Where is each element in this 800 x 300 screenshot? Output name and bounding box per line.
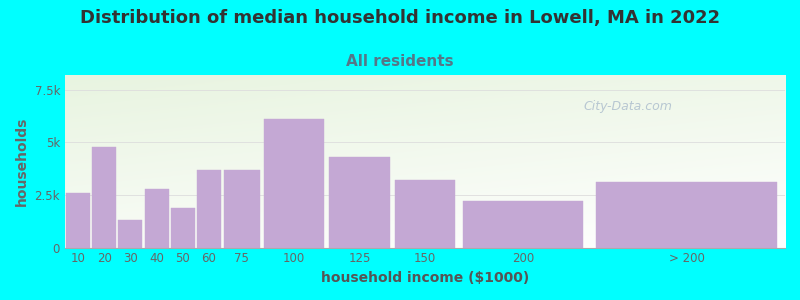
Bar	[395, 180, 455, 247]
Text: City-Data.com: City-Data.com	[583, 100, 672, 112]
Bar	[118, 220, 142, 247]
Bar	[170, 208, 194, 248]
Bar	[197, 170, 221, 248]
Bar	[92, 147, 116, 247]
Bar	[264, 119, 324, 248]
Text: All residents: All residents	[346, 54, 454, 69]
X-axis label: household income ($1000): household income ($1000)	[321, 271, 529, 285]
Y-axis label: households: households	[15, 117, 29, 206]
Bar	[223, 170, 260, 248]
Bar	[597, 182, 777, 248]
Bar	[330, 157, 390, 248]
Text: Distribution of median household income in Lowell, MA in 2022: Distribution of median household income …	[80, 9, 720, 27]
Bar	[145, 189, 169, 247]
Bar	[66, 193, 90, 248]
Bar	[463, 201, 583, 248]
